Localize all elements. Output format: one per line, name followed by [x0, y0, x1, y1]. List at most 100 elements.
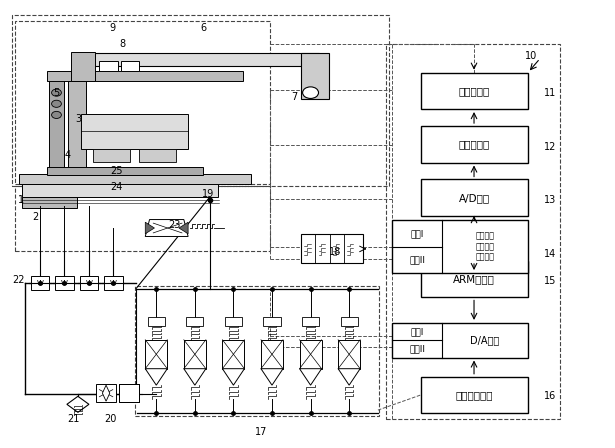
Bar	[148, 317, 165, 326]
Text: 12: 12	[544, 142, 557, 152]
Text: 1: 1	[18, 194, 24, 205]
Polygon shape	[179, 222, 188, 234]
Text: 19: 19	[202, 189, 215, 199]
Bar	[135, 286, 378, 416]
Bar	[104, 276, 122, 290]
Polygon shape	[338, 369, 360, 385]
Text: 18: 18	[329, 246, 341, 257]
Text: 5: 5	[54, 88, 60, 98]
Bar	[421, 73, 528, 109]
Bar	[93, 149, 130, 162]
Polygon shape	[103, 385, 109, 401]
Bar	[22, 197, 77, 208]
Bar	[22, 184, 218, 197]
Bar	[341, 317, 358, 326]
Text: 6: 6	[200, 23, 207, 33]
Text: 9: 9	[109, 23, 116, 33]
Text: 通道II: 通道II	[409, 255, 425, 264]
Text: 20: 20	[104, 414, 117, 424]
Bar	[74, 53, 319, 66]
Bar	[15, 186, 269, 251]
Bar	[225, 317, 242, 326]
Text: 2: 2	[32, 212, 38, 222]
Bar	[31, 276, 49, 290]
Polygon shape	[145, 220, 188, 237]
Text: A/D转换: A/D转换	[459, 193, 490, 203]
Bar	[97, 384, 116, 402]
Polygon shape	[67, 396, 89, 412]
Text: 15: 15	[544, 276, 557, 286]
Bar	[100, 61, 117, 71]
Bar	[186, 317, 204, 326]
Bar	[386, 44, 560, 419]
Polygon shape	[145, 222, 154, 234]
Text: 3: 3	[75, 114, 81, 125]
Text: W: W	[85, 280, 92, 286]
Bar	[421, 261, 528, 297]
Bar	[301, 234, 363, 263]
Bar	[392, 323, 528, 358]
Text: W: W	[61, 280, 68, 286]
Bar	[18, 174, 251, 184]
Bar	[81, 114, 188, 149]
Text: 7: 7	[291, 92, 297, 102]
Text: 电压放大器: 电压放大器	[459, 86, 490, 96]
Bar	[12, 15, 389, 186]
Bar	[261, 340, 283, 369]
Polygon shape	[300, 369, 322, 385]
Text: 21: 21	[68, 414, 80, 424]
Text: 17: 17	[255, 427, 268, 437]
Text: 通道II: 通道II	[409, 345, 425, 353]
Text: 11: 11	[544, 88, 557, 98]
Text: 通道I: 通道I	[410, 229, 424, 238]
Text: 10: 10	[525, 51, 537, 61]
Bar	[301, 52, 329, 99]
Text: 16: 16	[544, 391, 557, 401]
Bar	[47, 71, 243, 81]
Bar	[263, 317, 280, 326]
Text: 13: 13	[544, 195, 557, 205]
Polygon shape	[261, 369, 283, 385]
Text: 驱动放大电路: 驱动放大电路	[456, 390, 493, 400]
Bar	[421, 126, 528, 163]
Polygon shape	[223, 369, 244, 385]
Bar	[338, 340, 360, 369]
Text: W: W	[110, 280, 117, 286]
Circle shape	[303, 87, 319, 99]
Bar	[121, 61, 139, 71]
Polygon shape	[145, 369, 167, 385]
Bar	[223, 340, 244, 369]
Bar	[139, 149, 176, 162]
Text: W: W	[36, 280, 44, 286]
Text: 4: 4	[65, 150, 71, 160]
Text: 通道I: 通道I	[410, 327, 424, 336]
Text: 23: 23	[168, 220, 180, 230]
Bar	[47, 167, 204, 175]
Bar	[80, 276, 98, 290]
Bar	[421, 180, 528, 216]
Bar	[119, 384, 138, 402]
Text: 25: 25	[110, 167, 123, 177]
Bar	[184, 340, 206, 369]
Text: 8: 8	[119, 39, 125, 49]
Bar	[71, 52, 95, 81]
Circle shape	[52, 89, 62, 96]
Bar	[300, 340, 322, 369]
Text: D/A转换: D/A转换	[470, 335, 499, 345]
Text: 电荷放大器: 电荷放大器	[459, 139, 490, 149]
Circle shape	[52, 112, 62, 118]
Text: 14: 14	[544, 249, 557, 259]
Bar	[49, 78, 65, 174]
Text: 22: 22	[12, 275, 25, 284]
Text: 24: 24	[110, 182, 122, 193]
Bar	[392, 220, 528, 273]
Bar	[302, 317, 319, 326]
Bar	[145, 340, 167, 369]
Bar	[421, 377, 528, 413]
Circle shape	[52, 100, 62, 108]
Bar	[15, 22, 269, 184]
Bar	[119, 384, 138, 402]
Polygon shape	[184, 369, 206, 385]
Bar	[55, 276, 74, 290]
Text: ARM控制器: ARM控制器	[453, 274, 495, 284]
